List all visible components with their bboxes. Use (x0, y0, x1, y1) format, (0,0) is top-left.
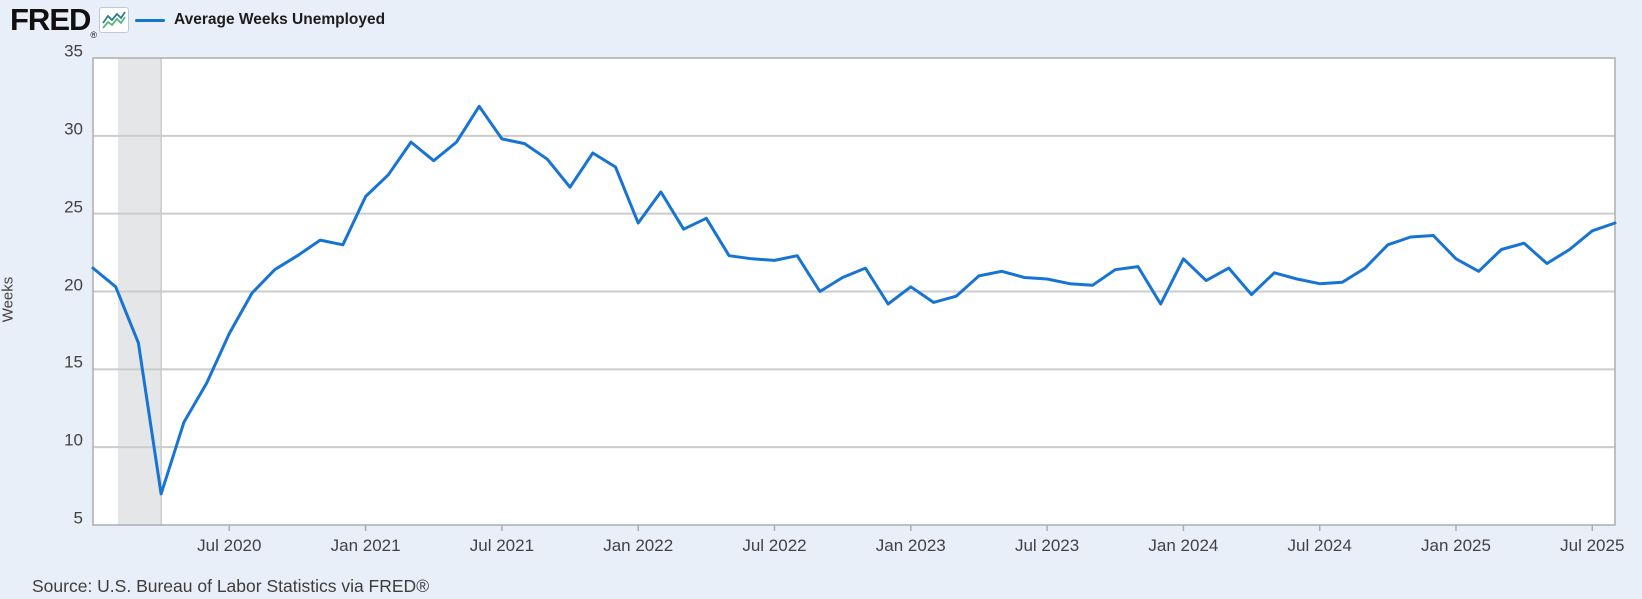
x-axis-label: Jan 2023 (875, 536, 946, 555)
plot-border (92, 57, 1616, 526)
x-axis-label: Jul 2023 (1014, 536, 1080, 555)
y-axis-label: 15 (64, 352, 83, 372)
gridlines (93, 134, 1615, 449)
x-axis-label: Jul 2020 (197, 536, 262, 555)
legend: Average Weeks Unemployed (135, 8, 385, 32)
y-axis-label: 35 (64, 41, 83, 61)
legend-line-swatch (135, 18, 165, 22)
source-attribution[interactable]: Source: U.S. Bureau of Labor Statistics … (32, 576, 430, 596)
data-line-average-weeks-unemployed[interactable] (91, 104, 1617, 496)
x-axis-label: Jul 2025 (1560, 536, 1625, 555)
x-axis-ticks (228, 525, 1594, 531)
chart-header: FRED® Average Weeks Unemployed (0, 0, 1642, 40)
fred-logo[interactable]: FRED® (10, 2, 98, 40)
x-axis-label: Jul 2022 (742, 536, 807, 555)
y-axis-label: 5 (73, 508, 83, 528)
y-axis-label: 25 (64, 197, 83, 217)
x-axis-label: Jan 2024 (1148, 536, 1219, 555)
registered-mark: ® (90, 30, 98, 40)
legend-label[interactable]: Average Weeks Unemployed (174, 11, 386, 28)
x-axis-label: Jan 2021 (330, 536, 401, 555)
sparkline-chart-icon[interactable] (99, 7, 129, 33)
y-axis-label: 30 (64, 119, 83, 139)
y-axis-label: 20 (64, 275, 83, 294)
y-axis-label: 10 (64, 430, 83, 450)
x-axis-label: Jan 2022 (603, 536, 674, 555)
x-axis-label: Jul 2021 (469, 536, 535, 555)
y-axis-title: Weeks (0, 276, 17, 323)
x-axis-label: Jan 2025 (1421, 536, 1491, 555)
x-axis-label: Jul 2024 (1287, 536, 1352, 555)
